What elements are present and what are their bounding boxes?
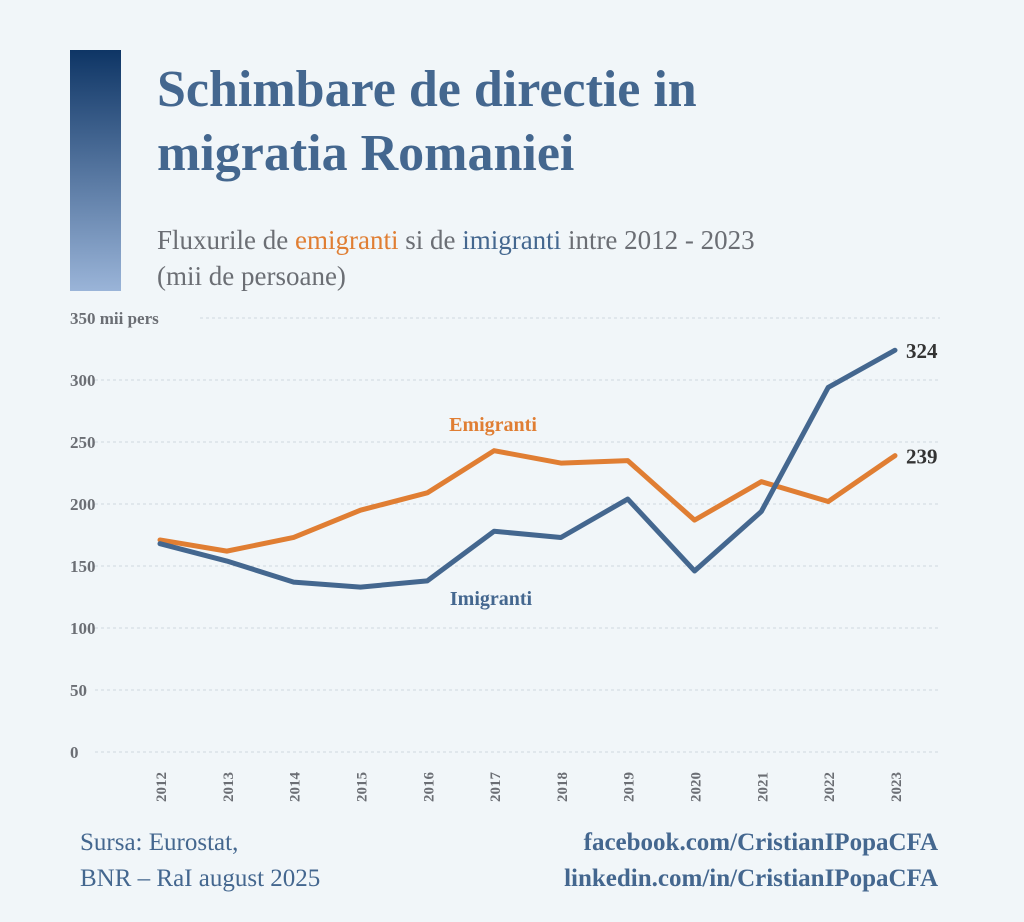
subtitle-text: si de	[398, 225, 463, 255]
x-tick-label: 2021	[755, 772, 771, 802]
linkedin-link[interactable]: linkedin.com/in/CristianIPopaCFA	[564, 865, 938, 892]
y-tick-label: 150	[70, 557, 96, 576]
end-value-label: 324	[906, 339, 938, 363]
series-line-emigranti	[157, 448, 898, 554]
subtitle-text: Fluxurile de	[157, 225, 295, 255]
x-tick-label: 2019	[622, 772, 638, 802]
subtitle-imigranti: imigranti	[462, 225, 562, 255]
decorative-gradient-bar	[70, 50, 121, 291]
subtitle-emigranti: emigranti	[294, 225, 399, 255]
social-links: facebook.com/CristianIPopaCFA linkedin.c…	[564, 825, 938, 897]
facebook-link[interactable]: facebook.com/CristianIPopaCFA	[583, 829, 938, 856]
y-tick-label: 350 mii pers	[70, 309, 159, 328]
x-tick-label: 2014	[288, 772, 304, 803]
x-tick-label: 2022	[822, 772, 838, 802]
end-value-label: 239	[906, 445, 938, 469]
x-tick-label: 2017	[488, 772, 504, 803]
y-tick-label: 100	[70, 619, 96, 638]
x-tick-label: 2012	[154, 772, 170, 802]
y-tick-label: 200	[70, 495, 96, 514]
source-line-2: BNR – RaI august 2025	[80, 865, 321, 892]
legend-imigranti: Imigranti	[450, 588, 533, 610]
page-title: Schimbare de directie in migratia Romani…	[157, 58, 697, 186]
title-line-1: Schimbare de directie in	[157, 61, 697, 118]
subtitle: Fluxurile de emigranti si de imigranti i…	[157, 222, 755, 294]
y-tick-label: 300	[70, 371, 96, 390]
subtitle-text: intre 2012 - 2023	[561, 225, 755, 255]
x-tick-label: 2015	[354, 772, 370, 802]
source-line-1: Sursa: Eurostat,	[80, 829, 239, 856]
x-tick-label: 2020	[689, 772, 705, 802]
x-tick-label: 2018	[555, 772, 571, 802]
series-line-imigranti	[157, 347, 898, 590]
x-tick-label: 2016	[421, 772, 437, 803]
y-tick-label: 250	[70, 433, 96, 452]
source-note: Sursa: Eurostat, BNR – RaI august 2025	[80, 825, 320, 897]
subtitle-units: (mii de persoane)	[157, 261, 346, 291]
title-line-2: migratia Romaniei	[157, 125, 575, 182]
x-tick-label: 2023	[889, 772, 905, 802]
legend-emigranti: Emigranti	[449, 414, 537, 436]
y-tick-label: 0	[70, 743, 79, 762]
x-tick-label: 2013	[221, 772, 237, 802]
y-tick-label: 50	[70, 681, 87, 700]
